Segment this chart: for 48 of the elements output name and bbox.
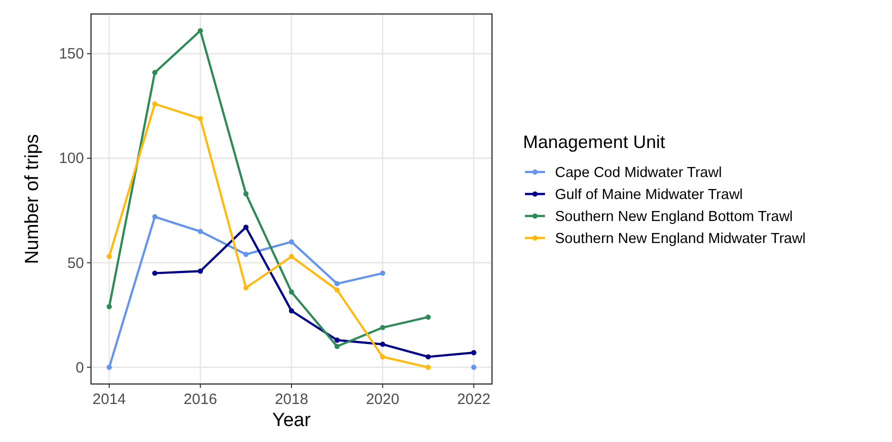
point [380, 342, 386, 347]
y-tick-label: 0 [76, 359, 84, 376]
point [334, 287, 340, 293]
legend-title: Management Unit [523, 132, 666, 152]
point [243, 285, 249, 290]
x-tick-label: 2022 [457, 391, 490, 408]
point [152, 70, 158, 76]
point [334, 344, 340, 349]
point [152, 270, 158, 276]
point [243, 252, 249, 257]
point [243, 224, 249, 230]
point [426, 354, 431, 360]
point [198, 228, 203, 234]
point [198, 28, 203, 34]
x-tick-label: 2020 [366, 391, 400, 408]
legend-label: Southern New England Bottom Trawl [555, 209, 793, 225]
x-tick-label: 2016 [184, 391, 218, 408]
point [426, 364, 431, 370]
point [288, 239, 294, 244]
legend-label: Gulf of Maine Midwater Trawl [555, 187, 743, 203]
point [106, 254, 112, 260]
point [106, 304, 112, 310]
point [334, 281, 340, 286]
point [243, 191, 249, 196]
point [471, 350, 476, 356]
point [471, 364, 476, 370]
point [288, 254, 294, 260]
x-axis-title: Year [272, 410, 312, 431]
y-tick-label: 100 [58, 150, 84, 168]
point [380, 324, 386, 330]
x-tick-label: 2014 [92, 391, 126, 408]
point [288, 289, 294, 295]
point [288, 308, 294, 314]
y-tick-label: 50 [67, 254, 84, 272]
legend-label: Cape Cod Midwater Trawl [555, 165, 722, 181]
point [152, 214, 158, 220]
point [152, 101, 158, 106]
point [380, 270, 386, 276]
legend-label: Southern New England Midwater Trawl [555, 231, 806, 247]
point [198, 268, 203, 274]
point [198, 116, 203, 122]
point [380, 354, 386, 360]
y-axis-title: Number of trips [22, 134, 43, 264]
point [334, 338, 340, 343]
point [106, 364, 112, 370]
x-tick-label: 2018 [274, 391, 308, 408]
y-tick-label: 150 [58, 46, 84, 63]
point [426, 314, 431, 320]
